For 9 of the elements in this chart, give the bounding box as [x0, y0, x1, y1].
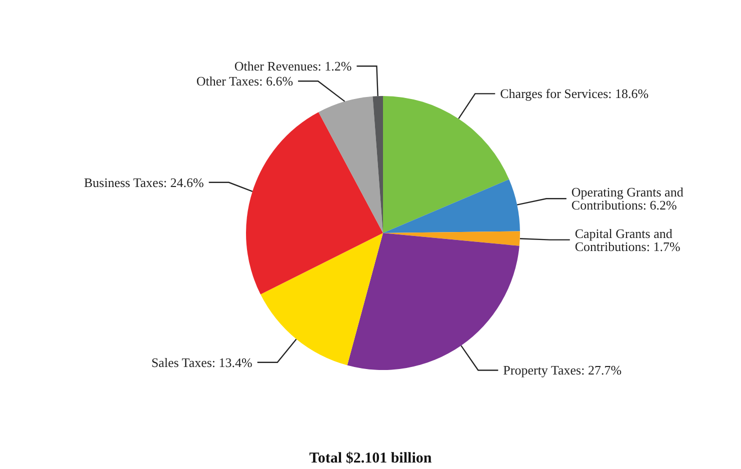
slice-label: Capital Grants and Contributions: 1.7%	[574, 226, 680, 254]
slice-label: Other Revenues: 1.2%	[234, 58, 352, 74]
text: Total $2.101 billion	[309, 450, 432, 466]
slice-label: Operating Grants and Contributions: 6.2%	[571, 184, 687, 213]
slice-label: Sales Taxes: 13.4%	[151, 354, 253, 370]
slice-label: Charges for Services: 18.6%	[500, 86, 649, 102]
slice-label: Other Taxes: 6.6%	[196, 74, 294, 89]
slice-label: Property Taxes: 27.7%	[503, 362, 622, 378]
slice-label: Business Taxes: 24.6%	[84, 174, 204, 190]
